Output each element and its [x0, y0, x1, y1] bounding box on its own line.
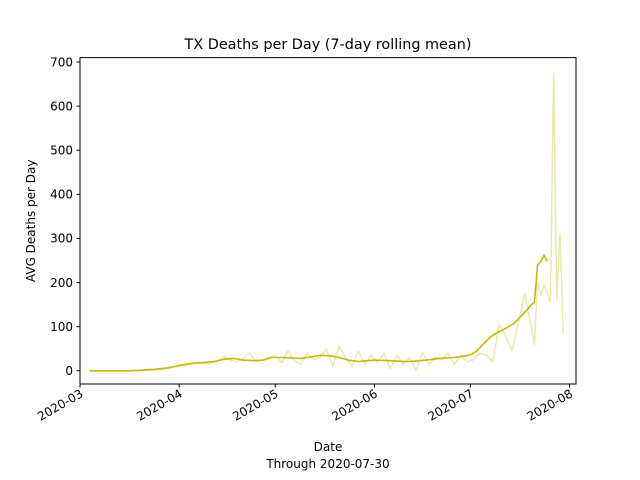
y-axis-label: AVG Deaths per Day: [24, 160, 38, 283]
y-tick-label: 700: [50, 55, 73, 69]
y-tick-label: 600: [50, 99, 73, 113]
y-tick-label: 300: [50, 232, 73, 246]
y-axis: 0 100 200 300 400 500 600 700: [50, 55, 80, 378]
x-tick-label: 2020-03: [35, 386, 85, 423]
x-tick-label: 2020-04: [134, 386, 184, 423]
x-tick-label: 2020-08: [525, 386, 575, 423]
rolling-mean-line: [89, 254, 548, 372]
axes-frame: [79, 57, 577, 385]
y-tick-label: 100: [50, 320, 73, 334]
y-tick-label: 200: [50, 276, 73, 290]
y-tick-label: 400: [50, 188, 73, 202]
y-tick-label: 0: [65, 364, 73, 378]
x-tick-label: 2020-07: [425, 386, 475, 423]
x-tick-label: 2020-06: [329, 386, 379, 423]
y-tick-label: 500: [50, 144, 73, 158]
x-axis-sublabel: Through 2020-07-30: [265, 457, 389, 471]
x-tick-label: 2020-05: [230, 386, 280, 423]
x-axis-label: Date: [314, 440, 343, 454]
daily-deaths-line: [89, 72, 564, 372]
x-axis: 2020-03 2020-04 2020-05 2020-06 2020-07 2020-…: [35, 384, 575, 424]
chart-title: TX Deaths per Day (7-day rolling mean): [184, 37, 472, 53]
plot-area: [89, 72, 564, 372]
